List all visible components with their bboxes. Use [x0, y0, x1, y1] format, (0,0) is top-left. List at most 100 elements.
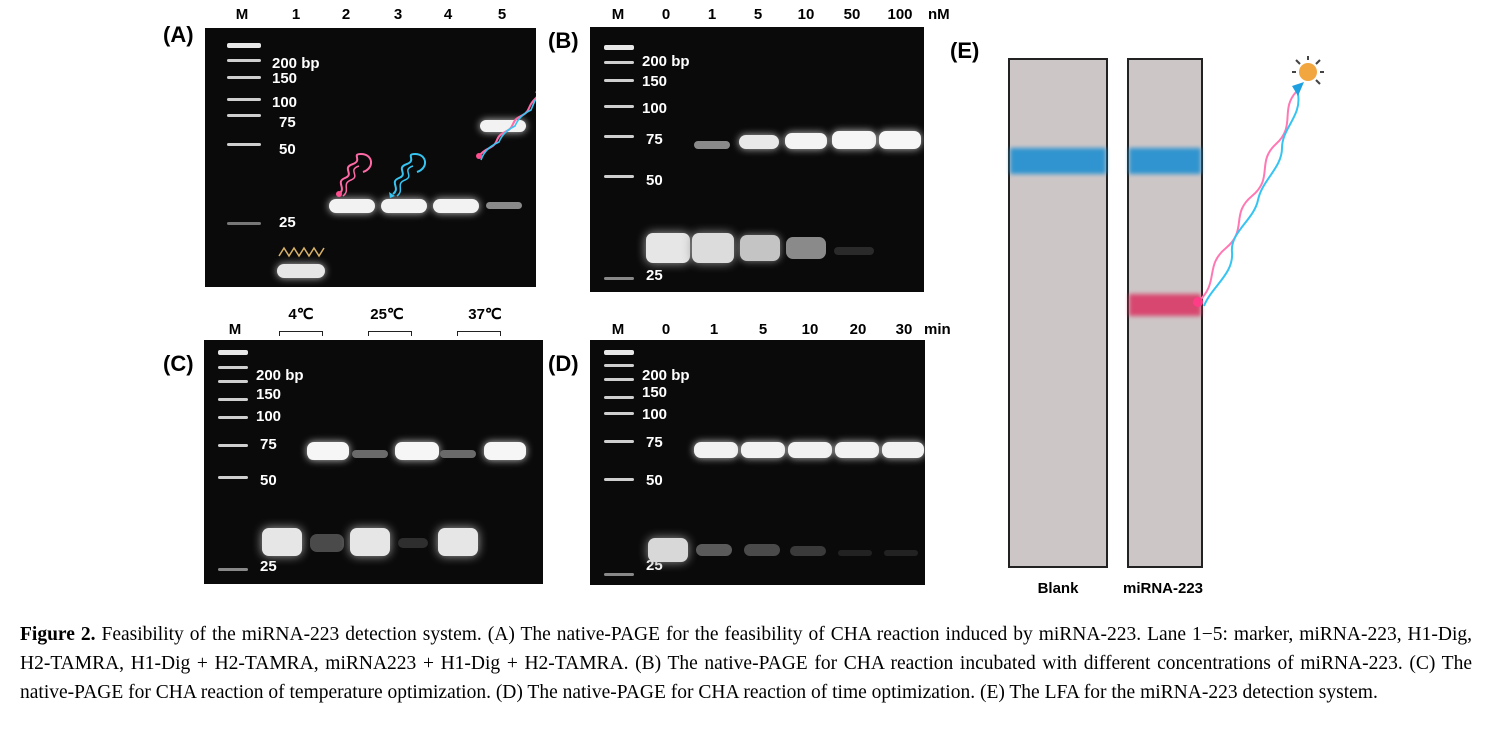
- gel-band: [786, 237, 826, 259]
- ladder-band: [218, 476, 248, 479]
- gel-band: [884, 550, 918, 556]
- gel-band: [692, 233, 734, 263]
- panel-d-label: (D): [548, 351, 579, 376]
- ladder-band: [604, 573, 634, 576]
- marker-label: 200 bp: [642, 367, 690, 384]
- ladder-band: [604, 45, 634, 50]
- marker-label: 50: [646, 472, 663, 489]
- ladder-band: [604, 350, 634, 355]
- ladder-band: [218, 380, 248, 383]
- gel-band: [307, 442, 349, 460]
- lfa-strip-mirna: [1127, 58, 1203, 568]
- panel-a-label: (A): [163, 22, 194, 47]
- gel-band: [277, 264, 325, 278]
- marker-label: 100: [642, 406, 668, 423]
- caption-label: Figure 2.: [20, 624, 96, 645]
- gel-band: [882, 442, 924, 458]
- gel-image-c: 200 bp 150 100 75 50 25: [204, 340, 543, 584]
- ladder-band: [604, 105, 634, 108]
- lane-label-2: 2: [341, 6, 351, 23]
- lane-bracket: [279, 331, 323, 336]
- lane-label-10: 10: [797, 6, 815, 23]
- ladder-band: [227, 59, 261, 62]
- marker-label: 25: [646, 267, 663, 284]
- marker-label: 150: [642, 73, 668, 90]
- marker-label: 25: [260, 558, 277, 575]
- gel-band: [835, 442, 879, 458]
- ladder-band: [604, 79, 634, 82]
- lane-label-m: M: [611, 321, 625, 338]
- marker-label: 150: [272, 70, 298, 87]
- panel-e-label: (E): [950, 38, 980, 63]
- marker-label: 50: [646, 172, 663, 189]
- ladder-band: [604, 135, 634, 138]
- lane-label-0: 0: [661, 321, 671, 338]
- ladder-band: [604, 61, 634, 64]
- gel-band: [438, 528, 478, 556]
- figure-caption: Figure 2. Feasibility of the miRNA-223 d…: [20, 620, 1472, 707]
- lfa-strip-blank: [1008, 58, 1108, 568]
- gel-band: [440, 450, 476, 458]
- gel-band: [744, 544, 780, 556]
- ladder-band: [227, 143, 261, 146]
- ladder-band: [227, 114, 261, 117]
- gel-band: [790, 546, 826, 556]
- gel-band: [310, 534, 344, 552]
- gel-band: [694, 442, 738, 458]
- caption-text: Feasibility of the miRNA-223 detection s…: [20, 624, 1473, 703]
- gel-image-a: 200 bp 150 100 75 50 25: [205, 28, 536, 287]
- marker-label: 150: [256, 386, 282, 403]
- ladder-band: [218, 366, 248, 369]
- concentration-unit: nM: [928, 6, 950, 23]
- marker-label: 100: [272, 94, 298, 111]
- marker-label: 75: [646, 131, 663, 148]
- lane-label-5: 5: [758, 321, 768, 338]
- lane-label-100: 100: [887, 6, 913, 23]
- temperature-label-4: 4℃: [288, 306, 314, 323]
- marker-label: 200 bp: [256, 367, 304, 384]
- gel-band: [646, 233, 690, 263]
- h2-hairpin-icon: [389, 152, 426, 198]
- gel-band: [395, 442, 439, 460]
- gel-band: [352, 450, 388, 458]
- lane-label-3: 3: [393, 6, 403, 23]
- gel-band: [433, 199, 479, 213]
- marker-label: 50: [279, 141, 296, 158]
- gel-band: [381, 199, 427, 213]
- gel-band: [838, 550, 872, 556]
- ladder-band: [604, 478, 634, 481]
- marker-label: 25: [279, 214, 296, 231]
- gel-band: [696, 544, 732, 556]
- ladder-band: [218, 568, 248, 571]
- marker-label: 100: [642, 100, 668, 117]
- gel-band: [788, 442, 832, 458]
- ladder-band: [227, 43, 261, 48]
- ladder-band: [218, 444, 248, 447]
- gel-band: [879, 131, 921, 149]
- ladder-band: [227, 222, 261, 225]
- mirna-strand-icon: [278, 246, 325, 258]
- marker-label: 200 bp: [642, 53, 690, 70]
- ladder-band: [604, 396, 634, 399]
- lane-label-20: 20: [849, 321, 867, 338]
- ladder-band: [218, 416, 248, 419]
- panel-c-label: (C): [163, 351, 194, 376]
- gel-band: [739, 135, 779, 149]
- ladder-band: [604, 277, 634, 280]
- lane-label-1: 1: [707, 6, 717, 23]
- panel-b-label: (B): [548, 28, 579, 53]
- ladder-band: [218, 398, 248, 401]
- marker-label: 50: [260, 472, 277, 489]
- lane-bracket: [368, 331, 412, 336]
- marker-label: 75: [279, 114, 296, 131]
- lane-label-10: 10: [801, 321, 819, 338]
- h1-hairpin-icon: [336, 152, 372, 197]
- gel-image-b: 200 bp 150 100 75 50 25: [590, 27, 924, 292]
- gel-band: [648, 538, 688, 562]
- lane-label-1: 1: [291, 6, 301, 23]
- marker-label: 100: [256, 408, 282, 425]
- gel-band: [484, 442, 526, 460]
- lane-label-5: 5: [497, 6, 507, 23]
- lane-label-m: M: [611, 6, 625, 23]
- gel-band: [262, 528, 302, 556]
